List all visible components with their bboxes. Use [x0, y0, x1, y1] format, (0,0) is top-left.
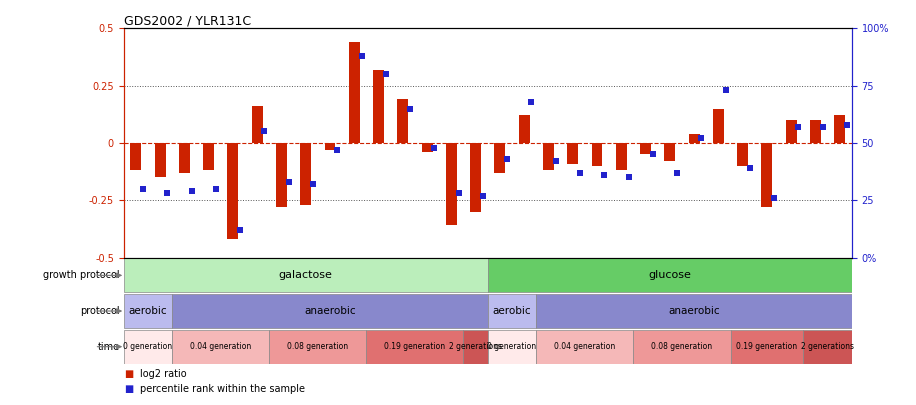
Bar — [487, 258, 852, 292]
Bar — [616, 143, 627, 171]
Bar — [640, 143, 651, 154]
Bar — [373, 70, 384, 143]
Text: galactose: galactose — [278, 271, 333, 280]
Text: aerobic: aerobic — [128, 306, 168, 316]
Text: ■: ■ — [124, 369, 133, 379]
Text: growth protocol: growth protocol — [43, 271, 120, 280]
Bar — [592, 143, 603, 166]
Bar — [446, 143, 457, 226]
Bar — [761, 143, 772, 207]
Bar — [664, 143, 675, 161]
Bar — [487, 330, 536, 364]
Bar — [349, 42, 360, 143]
Bar — [300, 143, 311, 205]
Bar — [834, 115, 845, 143]
Text: 0.04 generation: 0.04 generation — [191, 342, 251, 351]
Bar — [269, 330, 366, 364]
Text: GDS2002 / YLR131C: GDS2002 / YLR131C — [124, 14, 251, 27]
Bar — [786, 120, 797, 143]
Bar — [421, 143, 432, 152]
Bar — [124, 330, 172, 364]
Bar — [567, 143, 578, 164]
Text: 0 generation: 0 generation — [124, 342, 172, 351]
Text: anaerobic: anaerobic — [669, 306, 720, 316]
Bar — [398, 99, 409, 143]
Bar — [366, 330, 463, 364]
Bar — [155, 143, 166, 177]
Text: anaerobic: anaerobic — [304, 306, 355, 316]
Bar — [737, 143, 748, 166]
Text: log2 ratio: log2 ratio — [140, 369, 187, 379]
Bar — [487, 294, 536, 328]
Bar — [172, 294, 487, 328]
Text: 0 generation: 0 generation — [487, 342, 537, 351]
Bar — [536, 294, 852, 328]
Bar — [810, 120, 821, 143]
Text: 0.08 generation: 0.08 generation — [288, 342, 348, 351]
Bar — [252, 106, 263, 143]
Text: 0.19 generation: 0.19 generation — [385, 342, 445, 351]
Text: 0.08 generation: 0.08 generation — [651, 342, 713, 351]
Text: ■: ■ — [124, 384, 133, 394]
Text: 2 generations: 2 generations — [449, 342, 502, 351]
Text: protocol: protocol — [81, 306, 120, 316]
Bar — [731, 330, 803, 364]
Bar — [536, 330, 634, 364]
Bar — [518, 115, 529, 143]
Bar — [324, 143, 335, 150]
Bar — [803, 330, 852, 364]
Text: glucose: glucose — [649, 271, 692, 280]
Bar — [179, 143, 190, 173]
Bar — [276, 143, 287, 207]
Text: 0.19 generation: 0.19 generation — [736, 342, 798, 351]
Bar — [495, 143, 506, 173]
Bar — [172, 330, 269, 364]
Bar — [470, 143, 481, 212]
Bar — [713, 109, 724, 143]
Bar — [463, 330, 487, 364]
Text: 2 generations: 2 generations — [802, 342, 854, 351]
Text: percentile rank within the sample: percentile rank within the sample — [140, 384, 305, 394]
Bar — [227, 143, 238, 239]
Bar — [689, 134, 700, 143]
Bar — [130, 143, 141, 171]
Text: time: time — [98, 342, 120, 352]
Bar — [634, 330, 731, 364]
Bar — [543, 143, 554, 171]
Bar — [124, 294, 172, 328]
Bar — [203, 143, 214, 171]
Text: aerobic: aerobic — [493, 306, 531, 316]
Text: 0.04 generation: 0.04 generation — [554, 342, 616, 351]
Bar — [124, 258, 487, 292]
